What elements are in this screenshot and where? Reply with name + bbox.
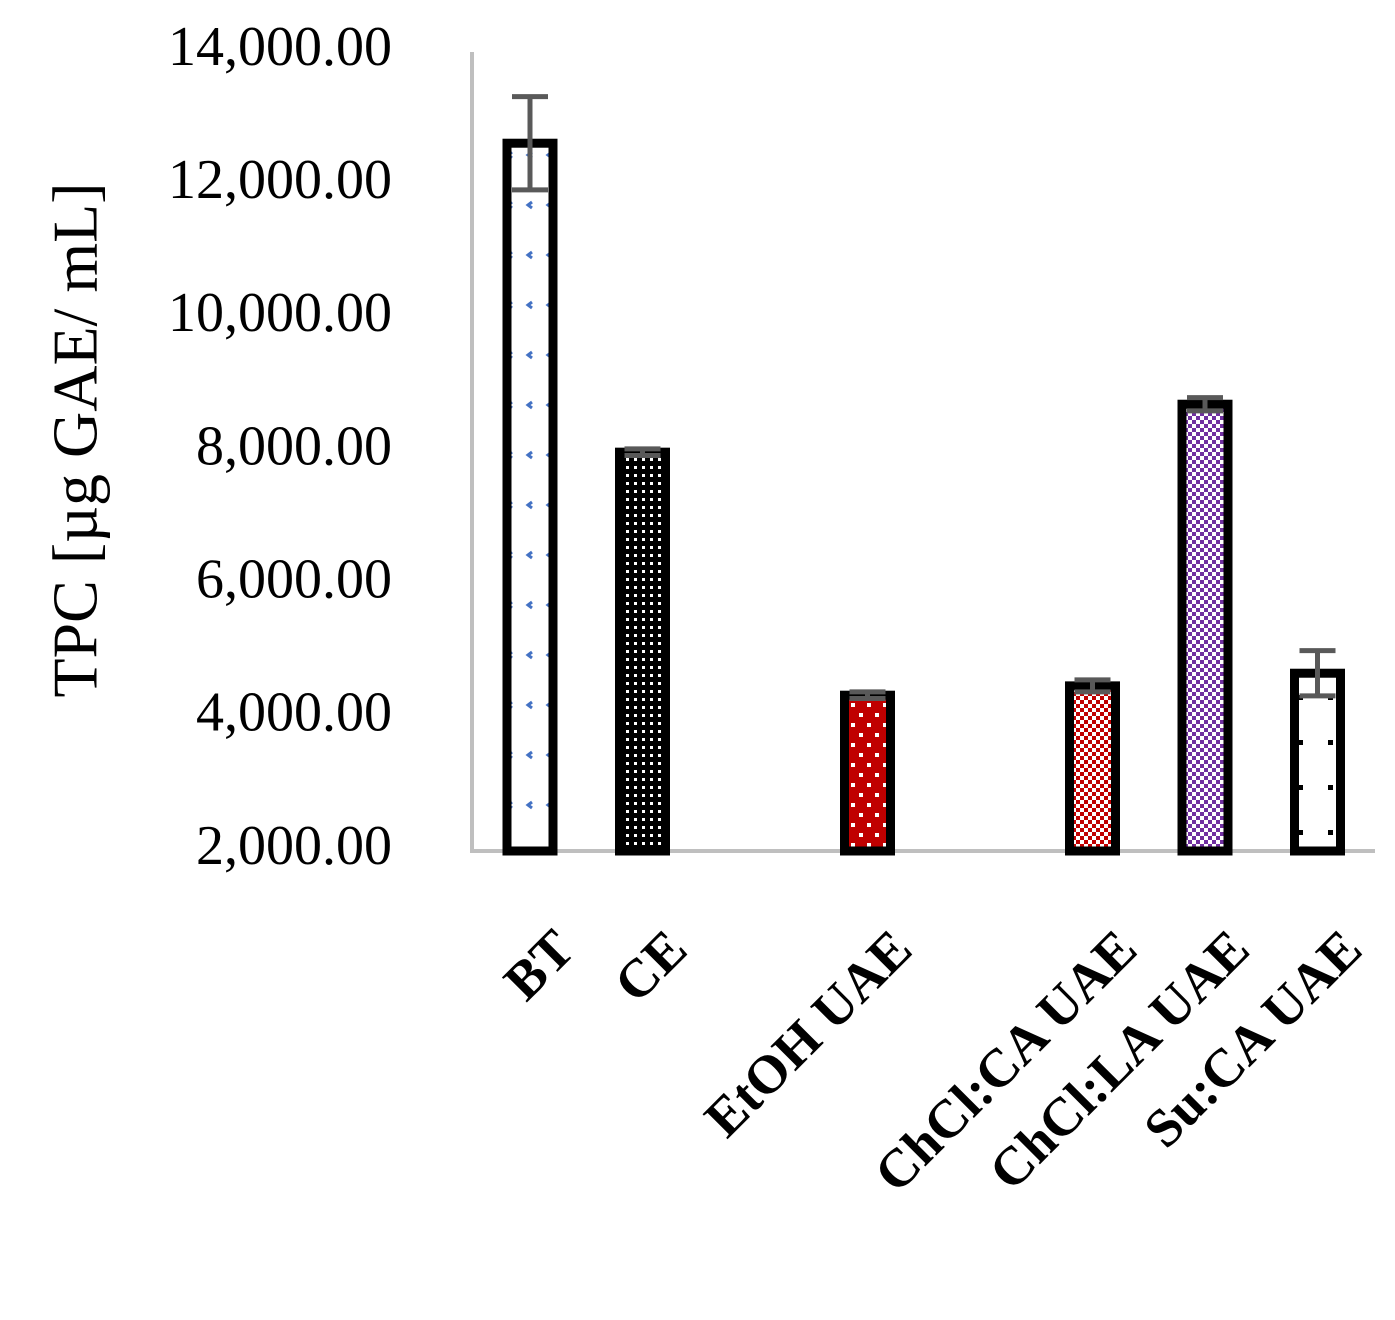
bar — [502, 138, 558, 856]
y-tick-label: 12,000.00 — [168, 149, 392, 211]
y-tick-label: 8,000.00 — [196, 415, 392, 477]
bar — [615, 447, 670, 856]
y-tick-label: 6,000.00 — [196, 549, 392, 611]
x-tick-label: CE — [603, 918, 698, 1013]
bar — [1177, 399, 1233, 856]
x-tick-label: EtOH UAE — [693, 918, 923, 1148]
y-axis-title: TPC [µg GAE/ mL] — [40, 182, 111, 697]
x-tick-label: BT — [492, 918, 585, 1011]
bar — [1290, 668, 1345, 856]
bar — [1065, 681, 1120, 856]
y-tick-label: 4,000.00 — [196, 682, 392, 744]
y-tick-label: 14,000.00 — [168, 16, 392, 78]
bar — [840, 690, 895, 856]
y-tick-label: 2,000.00 — [196, 815, 392, 877]
y-tick-label: 10,000.00 — [168, 282, 392, 344]
